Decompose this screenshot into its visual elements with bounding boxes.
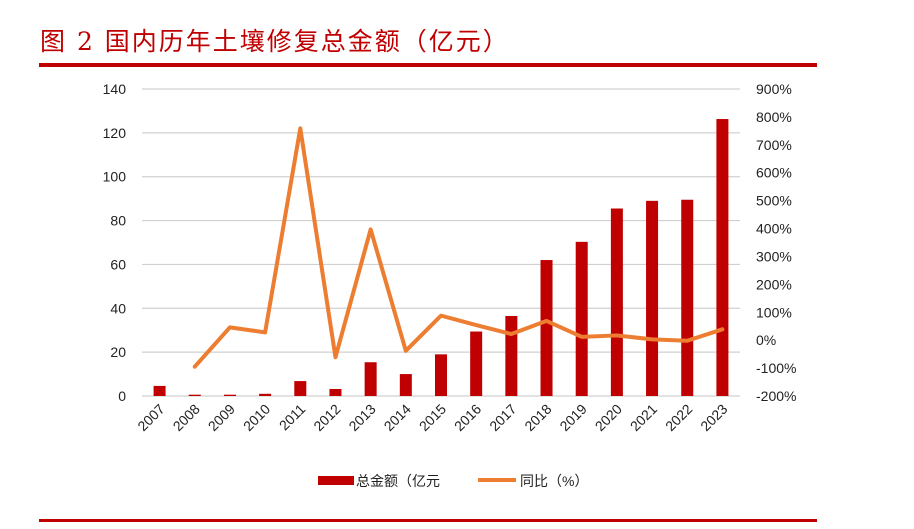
x-axis-tick: 2017 — [486, 401, 519, 434]
legend-swatch-bar — [318, 476, 354, 485]
right-axis-tick: -100% — [756, 360, 796, 376]
right-axis-tick: 200% — [756, 276, 792, 292]
x-axis-tick: 2023 — [697, 401, 730, 434]
bar — [646, 200, 659, 396]
bar — [153, 385, 166, 396]
bar — [610, 208, 623, 396]
x-axis-tick: 2014 — [381, 401, 414, 434]
right-axis-tick: 600% — [756, 165, 792, 181]
x-axis-tick: 2013 — [345, 401, 378, 434]
right-axis-tick: 0% — [756, 332, 776, 348]
bar — [435, 354, 447, 396]
bar — [716, 119, 729, 396]
bar — [399, 374, 412, 396]
bar — [470, 331, 483, 396]
line-series — [192, 126, 725, 369]
bar — [223, 394, 236, 396]
x-axis-tick: 2015 — [416, 401, 449, 434]
x-axis-tick: 2010 — [240, 401, 273, 434]
x-axis-tick: 2022 — [662, 401, 695, 434]
left-axis-tick: 100 — [103, 169, 127, 185]
x-axis-tick: 2019 — [556, 401, 589, 434]
bar — [188, 394, 201, 396]
x-axis-tick: 2008 — [170, 401, 203, 434]
right-axis-tick: 300% — [756, 248, 792, 264]
chart-title: 图 2 国内历年土壤修复总金额（亿元） — [40, 27, 510, 56]
legend-label-bar: 总金额（亿元 — [356, 473, 440, 489]
right-axis-tick: -200% — [756, 388, 796, 404]
x-axis-tick: 2018 — [521, 401, 554, 434]
bar — [540, 260, 553, 396]
x-axis-tick: 2007 — [134, 401, 167, 434]
right-axis-tick: 400% — [756, 221, 792, 237]
bar — [294, 381, 307, 396]
right-axis-tick: 900% — [756, 81, 792, 97]
bottom-divider — [39, 519, 817, 522]
x-axis-tick: 2016 — [451, 401, 484, 434]
right-axis-tick: 800% — [756, 109, 792, 125]
right-axis-tick: 500% — [756, 193, 792, 209]
x-axis-tick: 2012 — [310, 401, 343, 434]
left-axis-tick: 20 — [110, 344, 126, 360]
x-axis-tick: 2009 — [205, 401, 238, 434]
bar — [259, 393, 272, 396]
bar — [364, 362, 377, 396]
x-axis-tick: 2020 — [592, 401, 625, 434]
bar — [681, 199, 694, 396]
left-axis-tick: 120 — [103, 125, 127, 141]
left-axis-tick: 40 — [110, 300, 126, 316]
left-axis-tick: 80 — [110, 213, 126, 229]
legend-label-line: 同比（%） — [520, 473, 588, 489]
right-axis-tick: 700% — [756, 137, 792, 153]
left-axis-tick: 140 — [103, 81, 127, 97]
x-axis-tick: 2011 — [276, 401, 309, 434]
right-axis-tick: 100% — [756, 304, 792, 320]
bar — [505, 315, 518, 396]
title-divider — [39, 63, 817, 67]
bar — [575, 241, 588, 396]
left-axis-tick: 60 — [110, 256, 126, 272]
x-axis-tick: 2021 — [627, 401, 660, 434]
bar — [329, 388, 342, 396]
left-axis-tick: 0 — [118, 388, 126, 404]
